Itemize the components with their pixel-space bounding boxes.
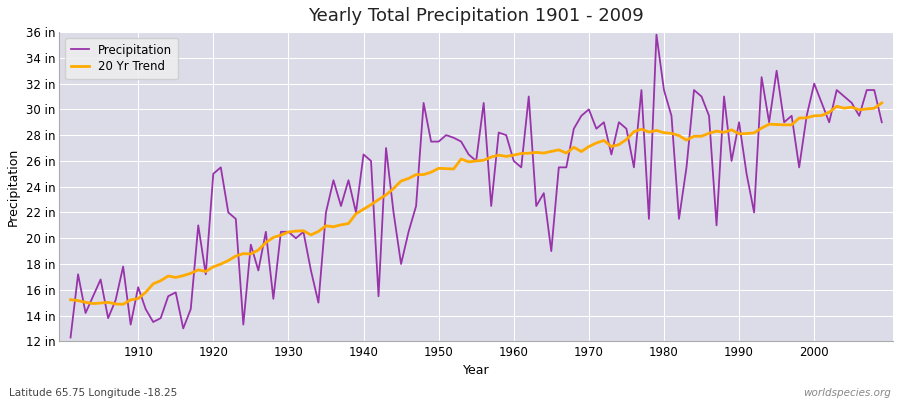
20 Yr Trend: [298, 228, 309, 233]
X-axis label: Year: Year: [463, 364, 490, 377]
20 Yr Trend: [65, 297, 76, 302]
20 Yr Trend: [343, 221, 354, 226]
20 Yr Trend: [508, 153, 519, 158]
Legend: Precipitation, 20 Yr Trend: Precipitation, 20 Yr Trend: [65, 38, 178, 79]
Precipitation: [598, 120, 609, 125]
Precipitation: [508, 158, 519, 163]
Text: worldspecies.org: worldspecies.org: [803, 388, 891, 398]
20 Yr Trend: [133, 296, 144, 301]
Precipitation: [125, 322, 136, 327]
Line: Precipitation: Precipitation: [70, 35, 882, 338]
Y-axis label: Precipitation: Precipitation: [7, 148, 20, 226]
Precipitation: [291, 236, 302, 241]
Precipitation: [500, 133, 511, 138]
Title: Yearly Total Precipitation 1901 - 2009: Yearly Total Precipitation 1901 - 2009: [309, 7, 644, 25]
20 Yr Trend: [118, 302, 129, 307]
Precipitation: [651, 32, 661, 37]
20 Yr Trend: [877, 100, 887, 105]
Precipitation: [877, 120, 887, 125]
20 Yr Trend: [606, 144, 616, 149]
Precipitation: [336, 204, 346, 208]
Precipitation: [65, 335, 76, 340]
Text: Latitude 65.75 Longitude -18.25: Latitude 65.75 Longitude -18.25: [9, 388, 177, 398]
Line: 20 Yr Trend: 20 Yr Trend: [70, 103, 882, 304]
20 Yr Trend: [516, 151, 526, 156]
